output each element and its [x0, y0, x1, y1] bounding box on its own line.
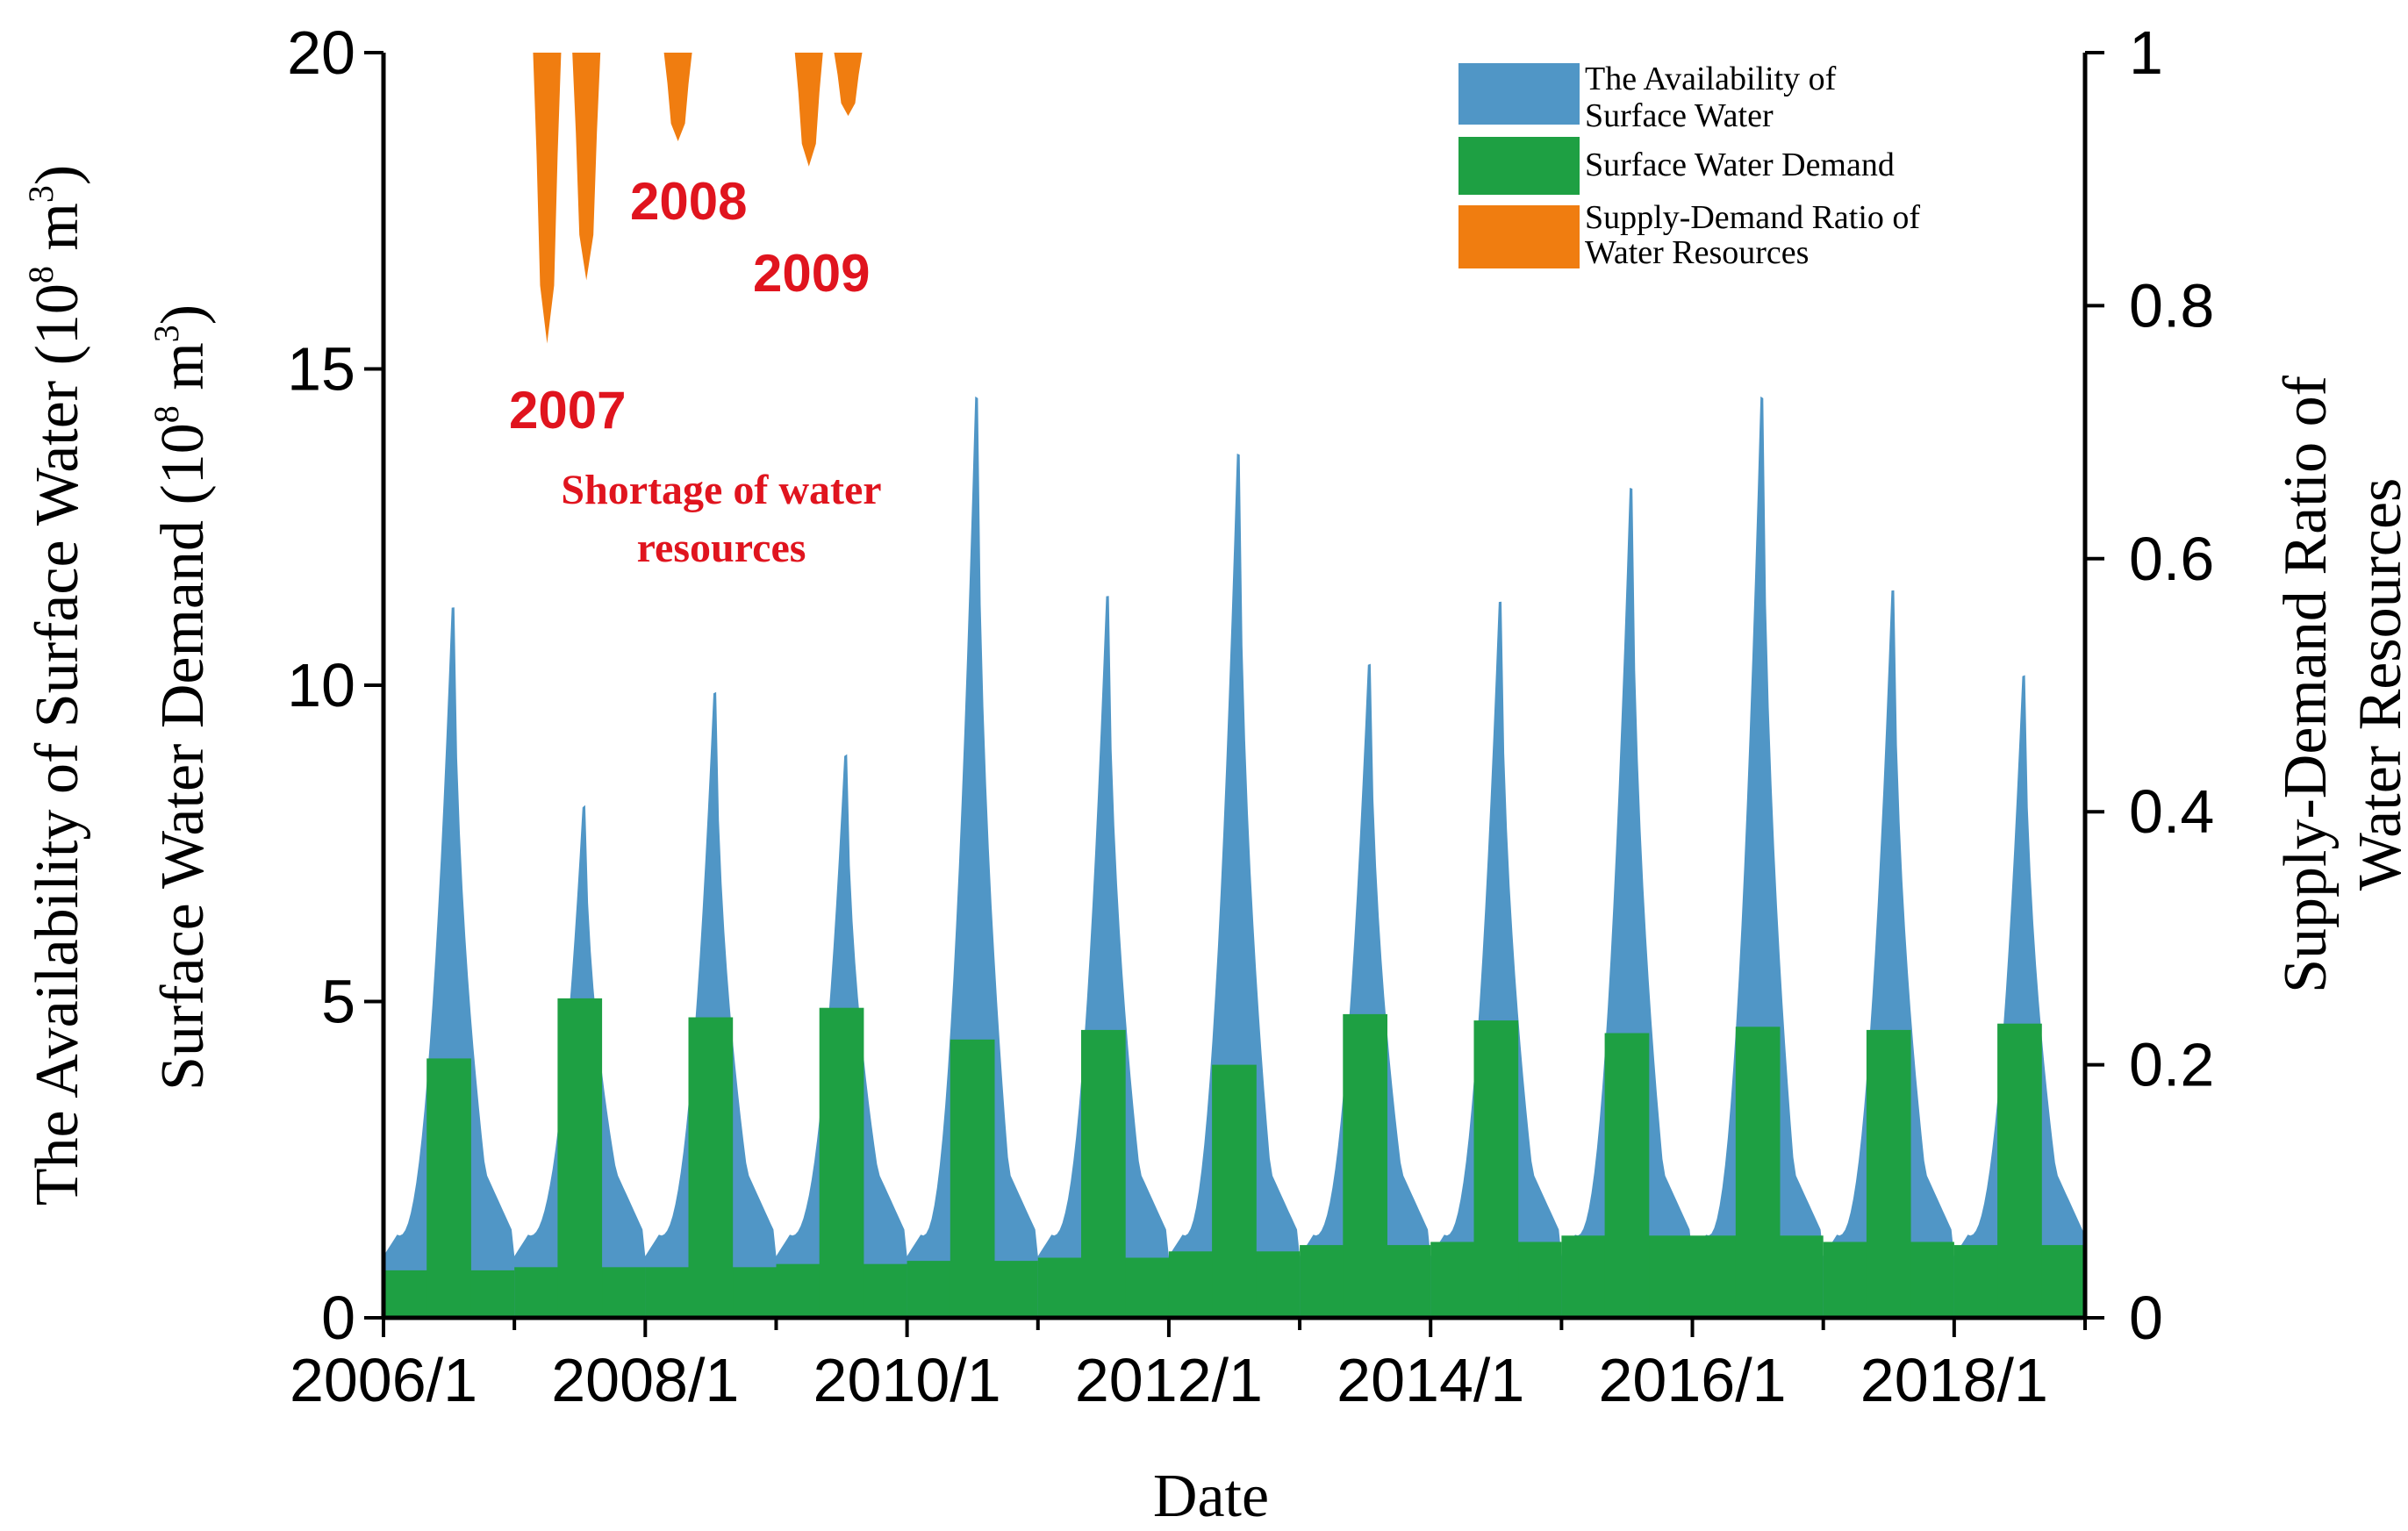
right-tick-label: 1: [2129, 18, 2163, 87]
x-tick-label: 2008/1: [551, 1346, 739, 1414]
x-tick-label: 2012/1: [1075, 1346, 1263, 1414]
left-y-axis-title-line2: Surface Water Demand (108 m3): [147, 304, 217, 1091]
left-tick-label: 10: [287, 651, 355, 719]
demand-summer-2016: [1735, 1027, 1781, 1318]
demand-summer-2011: [1081, 1029, 1126, 1318]
plot-area: [383, 53, 2085, 1318]
annotation-2008: 2008: [630, 172, 747, 231]
annotation-2009: 2009: [753, 244, 870, 303]
right-tick-label: 0.2: [2129, 1031, 2214, 1099]
left-tick-label: 15: [287, 335, 355, 404]
annotation-2007: 2007: [509, 381, 626, 440]
x-axis-title: Date: [1153, 1463, 1269, 1530]
right-y-axis-title-line2: Water Resources: [2347, 478, 2408, 891]
x-tick-label: 2018/1: [1860, 1346, 2048, 1414]
ratio-spike-1: [572, 53, 601, 281]
ratio-spike-0: [533, 53, 562, 344]
legend: The Availability of Surface Water Surfac…: [1455, 60, 1920, 277]
left-y-axis-title-line1: The Availability of Surface Water (108 m…: [21, 165, 91, 1205]
legend-label-availability-1: The Availability of: [1585, 61, 1837, 97]
demand-summer-2006: [426, 1058, 471, 1318]
demand-summer-2013: [1343, 1013, 1387, 1318]
legend-label-demand: Surface Water Demand: [1585, 147, 1895, 183]
annotation-shortage-line1: Shortage of water: [561, 467, 881, 513]
left-tick-label: 5: [321, 968, 355, 1036]
demand-summer-2009: [819, 1007, 864, 1318]
demand-summer-2014: [1473, 1020, 1519, 1318]
left-tick-label: 0: [321, 1284, 355, 1352]
legend-swatch-availability: [1458, 63, 1580, 125]
ratio-spike-2: [663, 53, 692, 141]
left-tick-label: 20: [287, 18, 355, 87]
legend-swatch-ratio: [1458, 205, 1580, 268]
x-tick-label: 2016/1: [1598, 1346, 1786, 1414]
demand-summer-2018: [1997, 1023, 2042, 1318]
right-tick-label: 0.8: [2129, 271, 2214, 340]
legend-label-ratio-1: Supply-Demand Ratio of: [1585, 199, 1920, 236]
right-tick-label: 0.6: [2129, 525, 2214, 593]
series-availability-area: [383, 396, 2085, 1318]
right-tick-label: 0.4: [2129, 777, 2214, 846]
demand-summer-2007: [557, 998, 603, 1318]
demand-summer-2008: [688, 1017, 734, 1318]
ratio-spike-4: [834, 53, 863, 117]
x-tick-label: 2006/1: [290, 1346, 477, 1414]
legend-label-ratio-2: Water Resources: [1585, 234, 1809, 271]
axis-ticks: 0 5 10 15 20 0 0.2 0.4 0.6 0.8 1 2006/1 2008/1 2010/1…: [287, 18, 2214, 1414]
demand-summer-2010: [950, 1039, 995, 1318]
right-tick-label: 0: [2129, 1284, 2163, 1352]
legend-label-availability-2: Surface Water: [1585, 97, 1774, 134]
x-tick-label: 2014/1: [1337, 1346, 1524, 1414]
annotation-shortage-line2: resources: [637, 525, 806, 571]
legend-swatch-demand: [1458, 137, 1580, 195]
x-tick-label: 2010/1: [813, 1346, 1001, 1414]
right-y-axis-title-line1: Supply-Demand Ratio of: [2272, 375, 2340, 992]
demand-summer-2015: [1604, 1033, 1650, 1318]
ratio-spike-3: [794, 53, 823, 167]
demand-summer-2012: [1212, 1064, 1257, 1318]
demand-summer-2017: [1866, 1029, 1911, 1318]
